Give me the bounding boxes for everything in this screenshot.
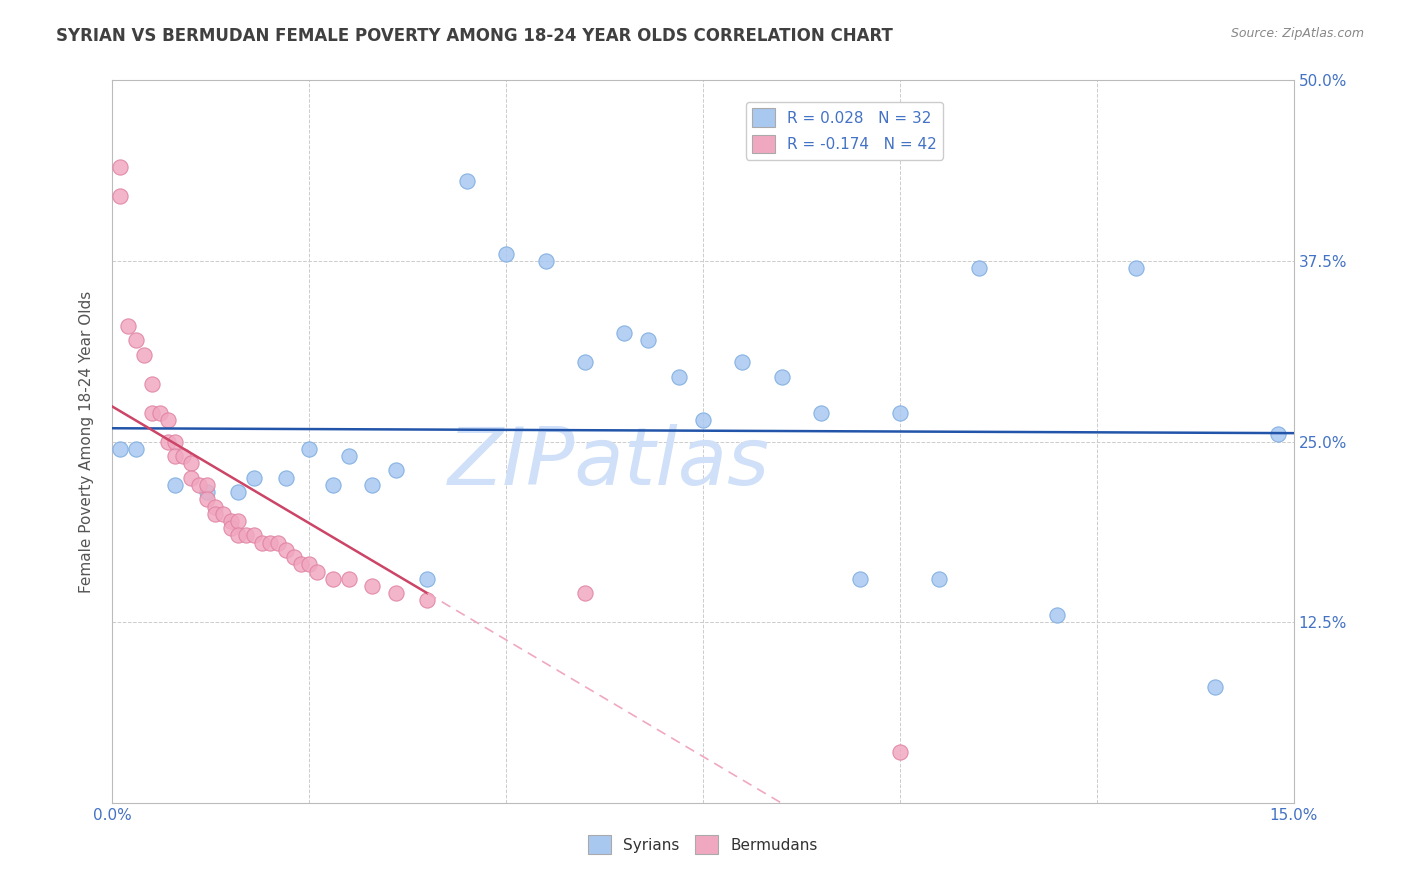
Point <box>180 456 202 470</box>
Point <box>219 521 242 535</box>
Point <box>1204 680 1226 694</box>
Point <box>889 406 911 420</box>
Point <box>574 586 596 600</box>
Point <box>195 492 218 507</box>
Text: Source: ZipAtlas.com: Source: ZipAtlas.com <box>1230 27 1364 40</box>
Point <box>1046 607 1069 622</box>
Point <box>613 326 636 340</box>
Point <box>117 318 139 333</box>
Point <box>250 535 273 549</box>
Text: SYRIAN VS BERMUDAN FEMALE POVERTY AMONG 18-24 YEAR OLDS CORRELATION CHART: SYRIAN VS BERMUDAN FEMALE POVERTY AMONG … <box>56 27 893 45</box>
Point <box>165 449 187 463</box>
Point <box>172 449 194 463</box>
Point <box>1125 261 1147 276</box>
Point <box>141 376 163 391</box>
Point <box>298 442 321 456</box>
Point <box>125 442 148 456</box>
Point <box>290 558 312 572</box>
Point <box>283 550 305 565</box>
Point <box>416 572 439 586</box>
Point <box>416 593 439 607</box>
Point <box>165 478 187 492</box>
Point <box>889 745 911 759</box>
Point <box>259 535 281 549</box>
Point <box>204 500 226 514</box>
Point <box>385 463 408 477</box>
Point <box>195 485 218 500</box>
Point <box>188 478 211 492</box>
Point <box>228 485 250 500</box>
Point <box>125 334 148 348</box>
Point <box>243 470 266 484</box>
Point <box>692 413 714 427</box>
Point <box>110 160 132 174</box>
Point <box>337 572 360 586</box>
Point <box>322 572 344 586</box>
Point <box>180 470 202 484</box>
Point <box>149 406 172 420</box>
Point <box>204 507 226 521</box>
Point <box>361 579 384 593</box>
Point <box>110 442 132 456</box>
Point <box>385 586 408 600</box>
Text: ZIPatlas: ZIPatlas <box>447 425 769 502</box>
Point <box>456 174 478 188</box>
Point <box>298 558 321 572</box>
Point <box>110 189 132 203</box>
Point <box>337 449 360 463</box>
Point <box>219 514 242 528</box>
Legend: Syrians, Bermudans: Syrians, Bermudans <box>582 830 824 860</box>
Point <box>770 369 793 384</box>
Point <box>195 478 218 492</box>
Point <box>243 528 266 542</box>
Point <box>574 355 596 369</box>
Point <box>810 406 832 420</box>
Point <box>322 478 344 492</box>
Point <box>307 565 329 579</box>
Point <box>165 434 187 449</box>
Point <box>228 528 250 542</box>
Point <box>495 246 517 260</box>
Point <box>274 542 297 557</box>
Point <box>361 478 384 492</box>
Point <box>668 369 690 384</box>
Point <box>849 572 872 586</box>
Point <box>132 348 155 362</box>
Point <box>211 507 233 521</box>
Point <box>967 261 990 276</box>
Point <box>235 528 257 542</box>
Point <box>1267 427 1289 442</box>
Point <box>267 535 290 549</box>
Y-axis label: Female Poverty Among 18-24 Year Olds: Female Poverty Among 18-24 Year Olds <box>79 291 94 592</box>
Point <box>731 355 754 369</box>
Point <box>141 406 163 420</box>
Point <box>928 572 950 586</box>
Point <box>274 470 297 484</box>
Point <box>156 434 179 449</box>
Point <box>228 514 250 528</box>
Point <box>534 253 557 268</box>
Point <box>637 334 659 348</box>
Point <box>156 413 179 427</box>
